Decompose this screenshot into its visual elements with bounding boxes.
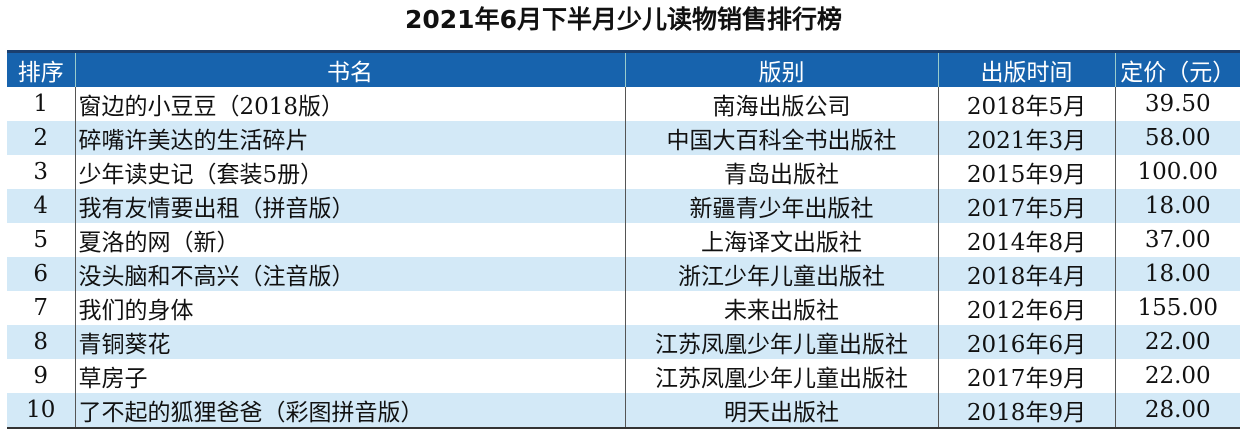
table-cell: 2014年8月: [937, 223, 1115, 257]
table-cell: 新疆青少年出版社: [624, 189, 938, 223]
table-cell: 2021年3月: [937, 121, 1115, 155]
header-cell: 书名: [74, 51, 625, 87]
table-cell: 未来出版社: [624, 291, 938, 325]
table-cell: 37.00: [1114, 223, 1240, 257]
table-cell: 明天出版社: [624, 393, 938, 428]
table-cell: 少年读史记（套装5册）: [74, 155, 625, 189]
table-cell: 10: [7, 393, 75, 428]
table-cell: 夏洛的网（新）: [74, 223, 625, 257]
table-row: 7 我们的身体 未来出版社 2012年6月 155.00: [7, 291, 1240, 325]
table-cell: 58.00: [1114, 121, 1240, 155]
table-row: 8 青铜葵花 江苏凤凰少年儿童出版社 2016年6月 22.00: [7, 325, 1240, 359]
table-row: 9 草房子 江苏凤凰少年儿童出版社 2017年9月 22.00: [7, 359, 1240, 393]
table-cell: 2016年6月: [937, 325, 1115, 359]
table-row: 4 我有友情要出租（拼音版） 新疆青少年出版社 2017年5月 18.00: [7, 189, 1240, 223]
table-cell: 6: [7, 257, 75, 291]
header-row: 排序 书名 版别 出版时间 定价（元）: [7, 51, 1240, 87]
table-cell: 5: [33, 227, 49, 253]
table-cell: 我有友情要出租（拼音版）: [74, 189, 625, 223]
table-cell: 28.00: [1114, 393, 1240, 428]
table-cell: 18.00: [1114, 189, 1240, 223]
header-cell: 出版时间: [937, 51, 1115, 87]
table-cell: 7: [33, 295, 49, 321]
table-cell: 南海出版公司: [624, 87, 938, 121]
header-cell: 版别: [624, 51, 938, 87]
table-cell: 18.00: [1114, 257, 1240, 291]
table-cell: 3: [33, 159, 49, 185]
table-row: 2 碎嘴许美达的生活碎片 中国大百科全书出版社 2021年3月 58.00: [7, 121, 1240, 155]
header-cell: 排序: [7, 51, 75, 87]
table-cell: 39.50: [1114, 87, 1240, 121]
table-cell: 2018年5月: [937, 87, 1115, 121]
title: 2021年6月下半月少儿读物销售排行榜: [405, 5, 842, 34]
table-row: 1 窗边的小豆豆（2018版） 南海出版公司 2018年5月 39.50: [7, 87, 1240, 121]
table-cell: 我们的身体: [74, 291, 625, 325]
table-cell: 2018年4月: [937, 257, 1115, 291]
table-cell: 22.00: [1114, 325, 1240, 359]
table-cell: 了不起的狐狸爸爸（彩图拼音版）: [74, 393, 625, 428]
ranking-table: 排序 书名 版别 出版时间 定价（元） 1 窗边的小豆豆（2018版） 南海出版公司 2018…: [7, 50, 1240, 429]
table-cell: 青岛出版社: [624, 155, 938, 189]
table-cell: 100.00: [1114, 155, 1240, 189]
table-row: 10 了不起的狐狸爸爸（彩图拼音版） 明天出版社 2018年9月 28.00: [7, 393, 1240, 428]
table-row: 5 夏洛的网（新） 上海译文出版社 2014年8月 37.00: [7, 223, 1240, 257]
table-cell: 4: [7, 189, 75, 223]
table-cell: 碎嘴许美达的生活碎片: [74, 121, 625, 155]
table-row: 3 少年读史记（套装5册） 青岛出版社 2015年9月 100.00: [7, 155, 1240, 189]
table-cell: 8: [7, 325, 75, 359]
table-body: 1 窗边的小豆豆（2018版） 南海出版公司 2018年5月 39.50 2 碎嘴许美达的生…: [7, 87, 1240, 428]
table-cell: 2017年5月: [937, 189, 1115, 223]
table-cell: 22.00: [1114, 359, 1240, 393]
table-cell: 2012年6月: [937, 291, 1115, 325]
table-cell: 155.00: [1114, 291, 1240, 325]
table-cell: 1: [33, 91, 49, 117]
header-cell: 定价（元）: [1114, 51, 1240, 87]
table-cell: 2018年9月: [937, 393, 1115, 428]
table-cell: 草房子: [74, 359, 625, 393]
table-cell: 青铜葵花: [74, 325, 625, 359]
table-cell: 2017年9月: [937, 359, 1115, 393]
table-cell: 2015年9月: [937, 155, 1115, 189]
table-cell: 上海译文出版社: [624, 223, 938, 257]
table-cell: 中国大百科全书出版社: [624, 121, 938, 155]
table-cell: 江苏凤凰少年儿童出版社: [624, 325, 938, 359]
table-cell: 窗边的小豆豆（2018版）: [74, 87, 625, 121]
table-cell: 浙江少年儿童出版社: [624, 257, 938, 291]
table-cell: 没头脑和不高兴（注音版）: [74, 257, 625, 291]
table-cell: 江苏凤凰少年儿童出版社: [624, 359, 938, 393]
table-cell: 9: [33, 363, 49, 389]
table-cell: 2: [7, 121, 75, 155]
table-row: 6 没头脑和不高兴（注音版） 浙江少年儿童出版社 2018年4月 18.00: [7, 257, 1240, 291]
